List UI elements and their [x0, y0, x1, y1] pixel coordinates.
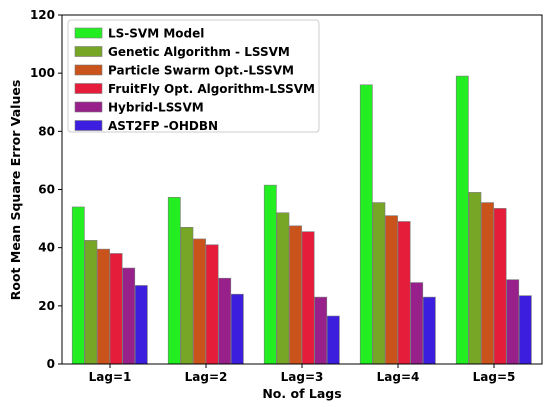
bar-6-lag-1	[134, 285, 148, 365]
x-axis-title: No. of Lags	[262, 386, 341, 401]
bar-1-lag-2	[167, 197, 181, 365]
bar-2-lag-1	[84, 240, 98, 365]
bar-2-lag-3	[276, 212, 290, 365]
legend-label: Genetic Algorithm - LSSVM	[108, 45, 290, 59]
bars-layer	[71, 75, 532, 365]
y-tick-label: 60	[38, 183, 55, 197]
x-axis: Lag=1 Lag=2 Lag=3 Lag=4 Lag=5	[89, 364, 516, 384]
bar-4-lag-3	[301, 231, 315, 365]
legend-label: Hybrid-LSSVM	[108, 101, 204, 115]
bar-5-lag-4	[410, 282, 424, 365]
x-tick-label: Lag=4	[377, 370, 420, 384]
bar-4-lag-5	[493, 208, 507, 365]
legend-swatch	[74, 120, 103, 131]
x-tick-label: Lag=1	[89, 370, 132, 384]
bar-3-lag-5	[481, 202, 494, 365]
bar-3-lag-4	[385, 215, 398, 365]
legend-swatch	[74, 27, 103, 39]
legend-box	[67, 19, 320, 133]
bar-2-lag-4	[372, 202, 386, 365]
bar-5-lag-2	[218, 277, 232, 365]
bar-1-lag-3	[263, 184, 277, 365]
y-tick-label: 20	[38, 299, 55, 313]
bar-2-lag-2	[180, 227, 194, 365]
legend-swatch	[74, 46, 103, 57]
x-tick-label: Lag=2	[185, 370, 228, 384]
legend: LS-SVM Model Genetic Algorithm - LSSVM Par…	[67, 19, 320, 133]
y-tick-label: 0	[47, 357, 55, 371]
bar-6-lag-2	[230, 293, 244, 365]
x-tick-label: Lag=5	[473, 370, 516, 384]
bar-4-lag-2	[205, 244, 219, 365]
legend-swatch	[74, 101, 103, 113]
legend-label: AST2FP -OHDBN	[108, 119, 218, 133]
x-tick-label: Lag=3	[281, 370, 324, 384]
legend-label: FruitFly Opt. Algorithm-LSSVM	[108, 82, 315, 96]
y-tick-label: 40	[38, 241, 55, 255]
y-tick-label: 120	[30, 8, 55, 22]
bar-6-lag-3	[326, 315, 340, 365]
bar-3-lag-1	[97, 248, 110, 365]
bar-1-lag-1	[71, 206, 85, 365]
y-axis: 0 20 40 60 80 100 120	[30, 8, 62, 371]
bar-2-lag-5	[468, 192, 482, 365]
bar-5-lag-5	[506, 279, 520, 365]
bar-3-lag-3	[289, 225, 302, 365]
legend-swatch	[74, 64, 103, 76]
legend-label: Particle Swarm Opt.-LSSVM	[108, 64, 294, 78]
bar-5-lag-3	[314, 296, 328, 365]
y-axis-title: Root Mean Square Error Values	[8, 80, 23, 301]
bar-5-lag-1	[122, 267, 136, 365]
y-tick-label: 100	[30, 66, 55, 80]
bar-6-lag-5	[518, 295, 532, 365]
bar-1-lag-5	[455, 75, 469, 365]
y-tick-label: 80	[38, 124, 55, 138]
bar-4-lag-1	[109, 253, 123, 365]
bar-4-lag-4	[397, 221, 411, 365]
bar-3-lag-2	[193, 238, 206, 365]
bar-1-lag-4	[359, 84, 373, 365]
bar-6-lag-4	[422, 296, 436, 365]
legend-swatch	[74, 83, 103, 94]
legend-label: LS-SVM Model	[108, 27, 204, 41]
